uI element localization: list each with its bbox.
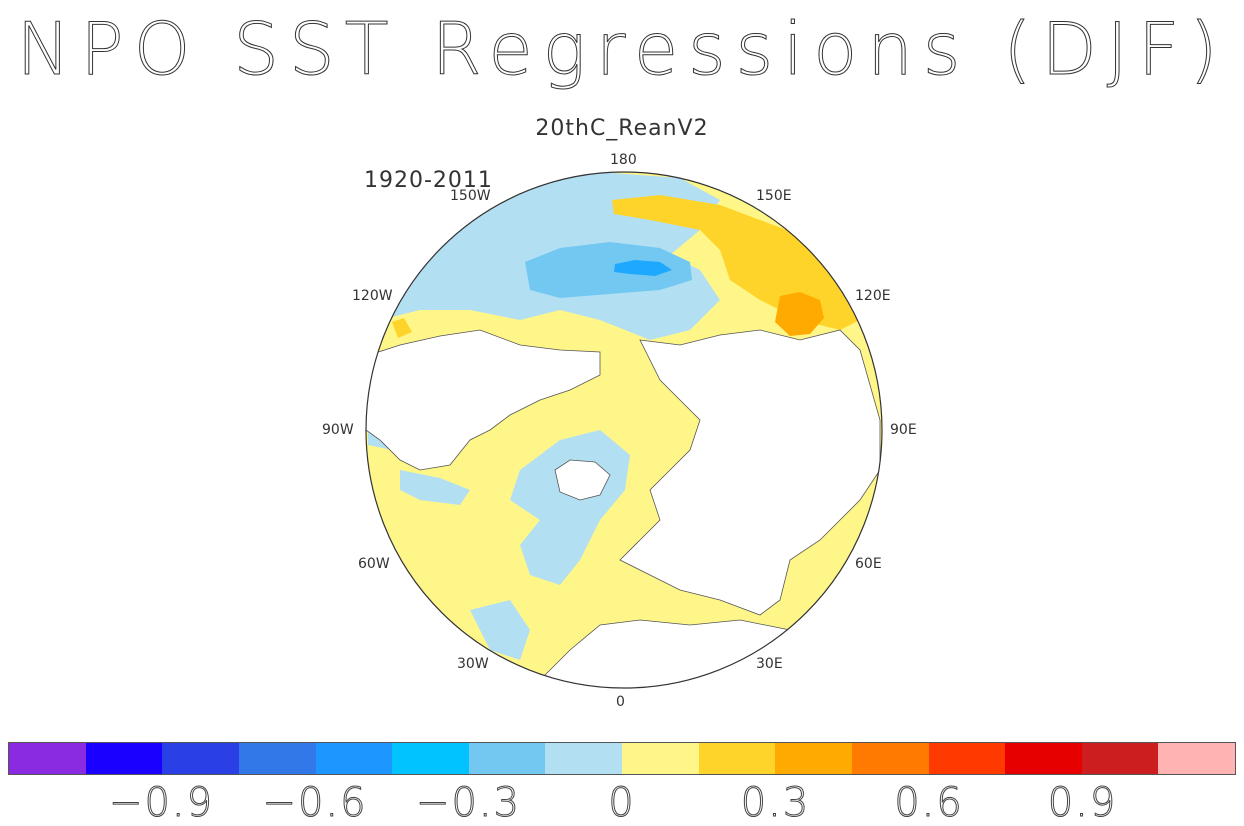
- colorbar-tick-label: 0.6: [894, 780, 964, 826]
- eurasia-land: [619, 329, 881, 616]
- colorbar: [8, 742, 1236, 775]
- atlantic-neg-south: [470, 600, 530, 660]
- labrador-negative: [400, 470, 470, 505]
- lon-label-150e: 150E: [756, 188, 792, 204]
- pacific-pos-small: [392, 318, 412, 338]
- colorbar-swatch: [775, 743, 852, 774]
- pacific-neg-mid: [525, 242, 692, 298]
- colorbar-swatch: [928, 743, 1006, 774]
- colorbar-swatch: [9, 743, 86, 774]
- colorbar-tick-label: −0.9: [108, 780, 215, 826]
- pacific-neg-strong: [614, 260, 672, 276]
- lon-label-120w: 120W: [352, 288, 393, 304]
- map-field: [366, 172, 882, 688]
- colorbar-tick-label: 0: [608, 780, 636, 826]
- lon-label-90w: 90W: [322, 422, 354, 438]
- lon-label-150w: 150W: [450, 188, 491, 204]
- lon-label-30w: 30W: [457, 656, 489, 672]
- colorbar-tick-label: −0.3: [415, 780, 522, 826]
- lon-label-120e: 120E: [855, 288, 891, 304]
- colorbar-swatch: [315, 743, 393, 774]
- colorbar-swatch: [698, 743, 776, 774]
- colorbar-swatch: [1081, 743, 1159, 774]
- lon-label-60e: 60E: [855, 556, 882, 572]
- map-border: [365, 171, 883, 689]
- lon-label-90e: 90E: [890, 422, 917, 438]
- colorbar-tick-label: −0.6: [262, 780, 368, 826]
- colorbar-swatch: [1005, 743, 1082, 774]
- lon-label-180: 180: [610, 152, 637, 168]
- colorbar-swatch: [85, 743, 163, 774]
- figure-title: NPO SST Regressions (DJF): [16, 7, 1228, 92]
- colorbar-swatch: [162, 743, 239, 774]
- colorbar-swatch: [851, 743, 929, 774]
- greenland-land: [554, 459, 611, 501]
- colorbar-swatch: [1158, 743, 1235, 774]
- colorbar-tick-label: 0.3: [740, 780, 811, 826]
- colorbar-swatch: [392, 743, 469, 774]
- dataset-subtitle: 20thC_ReanV2: [535, 116, 709, 141]
- colorbar-swatch: [622, 743, 699, 774]
- pacific-pos-strong: [775, 292, 824, 336]
- colorbar-tick-label: 0.9: [1047, 780, 1118, 826]
- north-america-land: [366, 329, 601, 471]
- colorbar-swatch: [468, 743, 546, 774]
- period-label: 1920-2011: [364, 168, 493, 193]
- lon-label-0: 0: [616, 694, 625, 710]
- colorbar-swatch: [545, 743, 622, 774]
- lon-label-60w: 60W: [358, 556, 390, 572]
- colorbar-swatch: [238, 743, 316, 774]
- lon-label-30e: 30E: [756, 656, 783, 672]
